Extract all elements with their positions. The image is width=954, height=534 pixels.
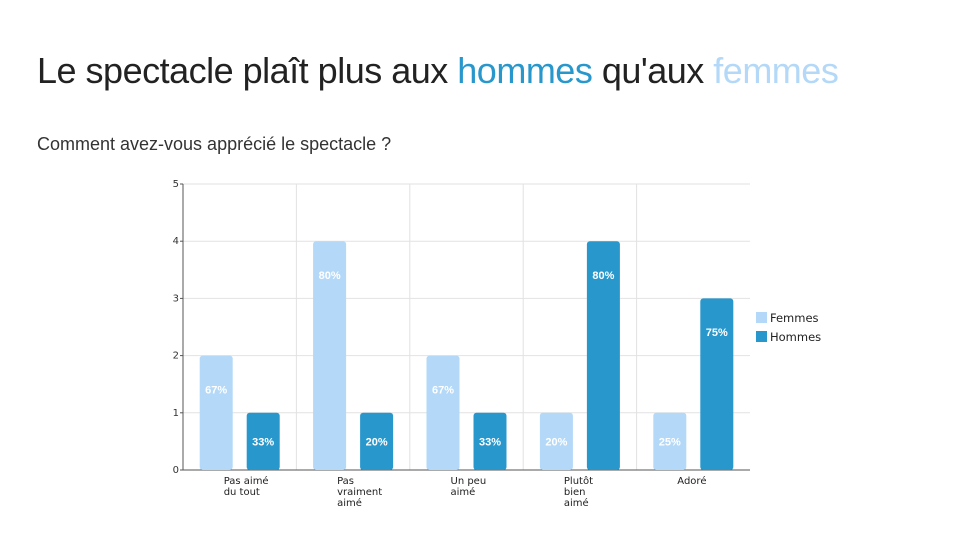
- x-tick-label-line: Pas aimé: [224, 475, 269, 487]
- y-tick-label: 3: [173, 293, 179, 304]
- data-label-hommes-0: 33%: [252, 436, 274, 448]
- x-tick-label-line: du tout: [224, 487, 260, 498]
- bar-femmes-2: [426, 355, 460, 470]
- y-tick-label: 1: [173, 408, 179, 419]
- bar-femmes-3: [539, 412, 573, 470]
- data-label-femmes-0: 67%: [205, 384, 227, 396]
- chart-subtitle: Comment avez-vous apprécié le spectacle …: [37, 134, 392, 154]
- x-tick-label-line: Plutôt: [564, 475, 593, 487]
- y-tick-label: 5: [173, 179, 179, 190]
- data-label-hommes-3: 80%: [592, 270, 614, 282]
- bar-hommes-1: [360, 412, 394, 470]
- data-label-femmes-4: 25%: [659, 436, 681, 448]
- y-tick-label: 2: [173, 351, 179, 362]
- x-tick-label-line: bien: [564, 487, 586, 498]
- x-tick-label-4: Adoré: [677, 475, 706, 487]
- title-part1: Le spectacle plaît plus aux: [37, 50, 458, 91]
- x-tick-label-line: Pas: [337, 476, 354, 487]
- x-tick-label-line: Adoré: [677, 475, 706, 487]
- bar-hommes-3: [586, 241, 620, 470]
- data-label-hommes-2: 33%: [479, 436, 501, 448]
- data-label-femmes-2: 67%: [432, 384, 454, 396]
- legend-label-femmes: Femmes: [770, 311, 819, 325]
- legend-label-hommes: Hommes: [770, 330, 821, 344]
- x-tick-label-line: vraiment: [337, 487, 382, 498]
- x-tick-label-1: Pas vraiment aimé: [337, 476, 382, 509]
- y-tick-label: 4: [173, 236, 179, 247]
- bar-femmes-4: [653, 412, 687, 470]
- x-tick-label-line: aimé: [451, 486, 476, 498]
- data-label-femmes-3: 20%: [545, 436, 567, 448]
- x-tick-label-line: aimé: [337, 497, 362, 509]
- legend-swatch-femmes: [756, 312, 767, 323]
- chart-title: Le spectacle plaît plus aux hommes qu'au…: [37, 50, 839, 92]
- legend-swatch-hommes: [756, 331, 767, 342]
- bar-femmes-0: [199, 355, 233, 470]
- x-tick-label-2: Un peu aimé: [451, 476, 487, 498]
- bar-femmes-1: [313, 241, 347, 470]
- x-tick-label-0: Pas aimé du tout: [224, 475, 269, 498]
- data-label-hommes-4: 75%: [706, 327, 728, 339]
- bar-hommes-4: [700, 298, 734, 470]
- x-tick-label-line: aimé: [564, 497, 589, 509]
- x-tick-label-line: Un peu: [451, 476, 487, 487]
- bar-hommes-2: [473, 412, 507, 470]
- x-tick-label-3: Plutôt bien aimé: [564, 475, 593, 509]
- title-femmes: femmes: [713, 50, 839, 91]
- y-tick-label: 0: [173, 465, 179, 476]
- title-hommes: hommes: [457, 50, 593, 91]
- data-label-femmes-1: 80%: [319, 270, 341, 282]
- bar-hommes-0: [246, 412, 280, 470]
- data-label-hommes-1: 20%: [366, 436, 388, 448]
- title-part2: qu'aux: [592, 50, 714, 91]
